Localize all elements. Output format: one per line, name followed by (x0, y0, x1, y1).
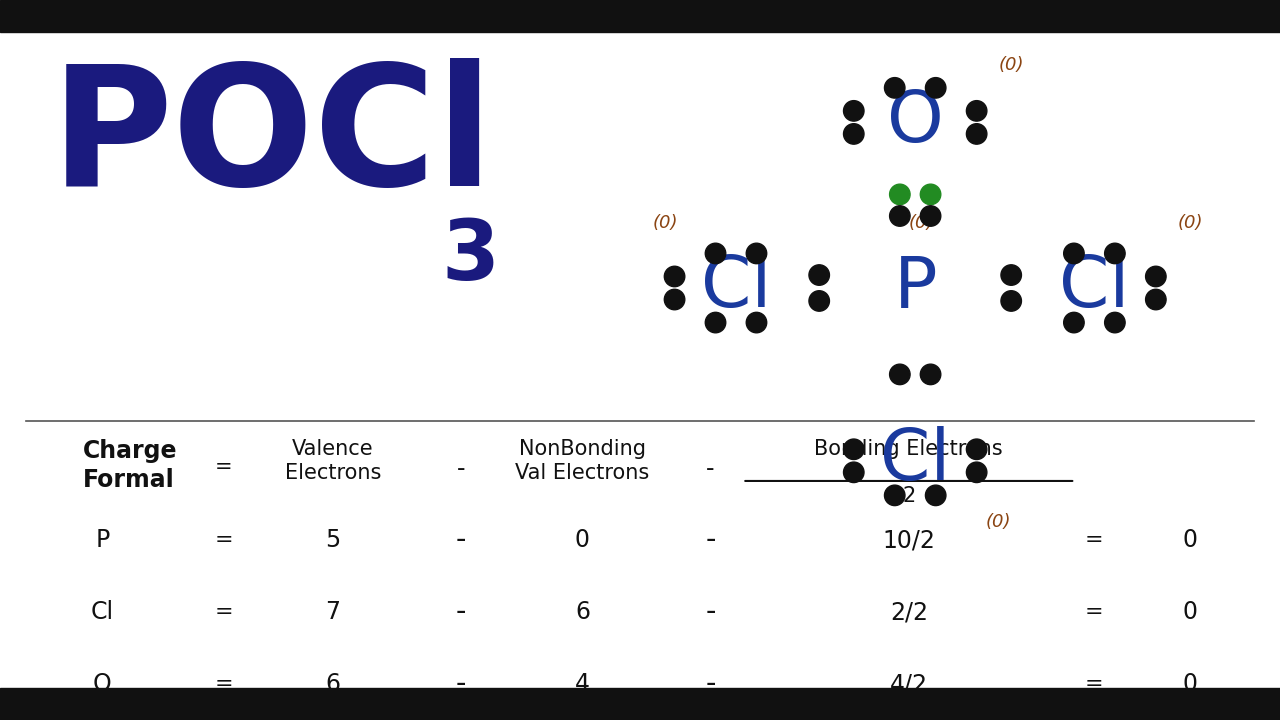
Text: -: - (456, 526, 466, 554)
Text: =: = (215, 530, 233, 550)
Text: -: - (705, 526, 716, 554)
Ellipse shape (664, 289, 685, 310)
Ellipse shape (920, 184, 941, 204)
Text: =: = (215, 457, 233, 477)
Ellipse shape (884, 78, 905, 98)
Text: 7: 7 (325, 600, 340, 624)
Text: =: = (215, 674, 233, 694)
Ellipse shape (1105, 312, 1125, 333)
Ellipse shape (746, 312, 767, 333)
Text: (0): (0) (986, 513, 1011, 531)
Text: 2/2: 2/2 (890, 600, 928, 624)
Ellipse shape (705, 243, 726, 264)
Text: Charge
Formal: Charge Formal (83, 439, 178, 492)
Ellipse shape (890, 184, 910, 204)
Text: (0): (0) (909, 215, 934, 232)
Ellipse shape (925, 78, 946, 98)
Text: (0): (0) (653, 215, 678, 232)
Ellipse shape (884, 485, 905, 505)
Ellipse shape (1146, 266, 1166, 287)
Text: 10/2: 10/2 (882, 528, 936, 552)
Text: Cl: Cl (1060, 253, 1129, 323)
Ellipse shape (966, 439, 987, 459)
Text: =: = (1085, 602, 1103, 622)
Text: -: - (707, 457, 714, 481)
Text: =: = (1085, 674, 1103, 694)
Ellipse shape (1001, 291, 1021, 311)
Ellipse shape (844, 124, 864, 144)
Text: Valence
Electrons: Valence Electrons (284, 439, 381, 483)
Ellipse shape (844, 101, 864, 121)
Ellipse shape (809, 291, 829, 311)
Ellipse shape (966, 101, 987, 121)
Ellipse shape (746, 243, 767, 264)
Text: 4/2: 4/2 (890, 672, 928, 696)
Ellipse shape (844, 462, 864, 482)
Text: 4: 4 (575, 672, 590, 696)
Text: -: - (456, 670, 466, 698)
Ellipse shape (1146, 289, 1166, 310)
Ellipse shape (920, 206, 941, 226)
Ellipse shape (1064, 312, 1084, 333)
Text: P: P (95, 528, 110, 552)
Ellipse shape (664, 266, 685, 287)
Text: Cl: Cl (881, 426, 950, 495)
Ellipse shape (1001, 265, 1021, 285)
Text: -: - (457, 457, 465, 481)
Ellipse shape (920, 364, 941, 384)
Text: (0): (0) (1178, 215, 1203, 232)
Text: =: = (215, 602, 233, 622)
Text: 6: 6 (575, 600, 590, 624)
Ellipse shape (890, 364, 910, 384)
Ellipse shape (844, 439, 864, 459)
Text: P: P (893, 253, 937, 323)
Text: 0: 0 (1183, 528, 1198, 552)
Text: Cl: Cl (701, 253, 771, 323)
Text: 3: 3 (442, 216, 499, 297)
Ellipse shape (705, 312, 726, 333)
Text: NonBonding
Val Electrons: NonBonding Val Electrons (516, 439, 649, 483)
Text: 0: 0 (575, 528, 590, 552)
Ellipse shape (1064, 243, 1084, 264)
Ellipse shape (925, 485, 946, 505)
Ellipse shape (1105, 243, 1125, 264)
Text: 0: 0 (1183, 600, 1198, 624)
Text: (0): (0) (998, 56, 1024, 74)
Text: O: O (887, 88, 943, 157)
Text: -: - (705, 670, 716, 698)
Ellipse shape (966, 462, 987, 482)
Ellipse shape (809, 265, 829, 285)
Text: =: = (1085, 530, 1103, 550)
Ellipse shape (890, 206, 910, 226)
Text: 2: 2 (902, 486, 915, 506)
Text: 5: 5 (325, 528, 340, 552)
Text: 0: 0 (1183, 672, 1198, 696)
Text: Cl: Cl (91, 600, 114, 624)
Text: 6: 6 (325, 672, 340, 696)
Ellipse shape (966, 124, 987, 144)
Text: -: - (456, 598, 466, 626)
Text: POCl: POCl (51, 58, 494, 220)
Text: -: - (705, 598, 716, 626)
Text: O: O (93, 672, 111, 696)
Text: Bonding Electrons: Bonding Electrons (814, 439, 1004, 459)
